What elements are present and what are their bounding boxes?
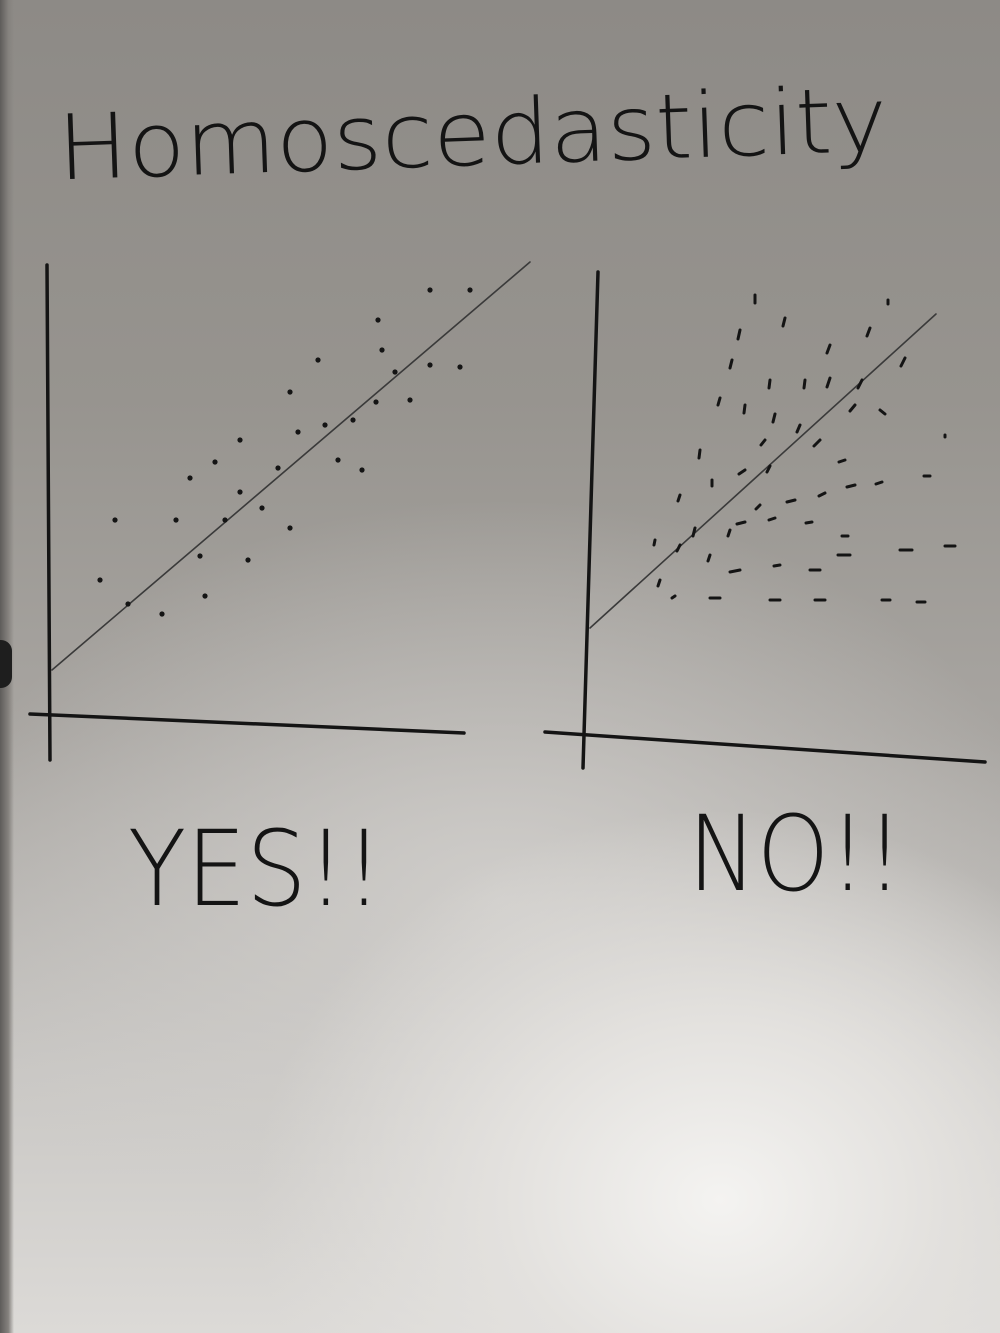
- scatter-dash: [728, 358, 734, 370]
- scatter-dash: [691, 526, 697, 538]
- scatter-dot: [275, 465, 281, 471]
- scatter-dot: [159, 611, 165, 617]
- scatter-dot: [359, 467, 365, 473]
- scatter-dash: [670, 594, 677, 600]
- left-x-axis: [28, 712, 466, 735]
- scatter-dash: [771, 412, 777, 424]
- scatter-dot: [350, 417, 356, 423]
- scatter-dash: [804, 520, 814, 525]
- scatter-dash: [899, 356, 907, 368]
- scatter-dot: [295, 429, 301, 435]
- scatter-dash: [742, 403, 747, 415]
- right-plot: [543, 270, 987, 770]
- left-scatter-points: [97, 287, 473, 617]
- scatter-dot: [373, 399, 379, 405]
- scatter-dash: [848, 403, 857, 413]
- left-caption: YES!!: [128, 808, 383, 930]
- scatter-dash: [767, 516, 777, 522]
- scatter-dot: [379, 347, 385, 353]
- scatter-dot: [407, 397, 413, 403]
- scatter-dash: [767, 378, 772, 390]
- right-scatter-points: [652, 293, 957, 604]
- scatter-dash: [754, 503, 762, 511]
- scatter-dash: [676, 493, 682, 503]
- left-y-axis: [45, 263, 52, 762]
- scatter-dot: [222, 517, 228, 523]
- scatter-dash: [728, 568, 742, 574]
- scatter-dash: [785, 498, 797, 504]
- scatter-dash: [781, 316, 787, 328]
- scatter-dot: [457, 364, 463, 370]
- scatter-dash: [656, 578, 662, 588]
- scatter-dot: [187, 475, 193, 481]
- scatter-dash: [726, 528, 732, 538]
- scatter-dot: [315, 357, 321, 363]
- scatter-dot: [259, 505, 265, 511]
- scatter-dash: [845, 483, 857, 489]
- scatter-dot: [427, 287, 433, 293]
- scatter-dash: [825, 376, 832, 389]
- scatter-dash: [765, 464, 772, 474]
- scatter-dot: [392, 369, 398, 375]
- right-x-axis: [543, 730, 987, 764]
- scatter-dash: [802, 378, 807, 390]
- scatter-dash: [856, 378, 864, 390]
- scatter-dash: [817, 491, 827, 498]
- scatter-dash: [716, 396, 722, 407]
- scatter-dash: [652, 538, 657, 547]
- scatter-dash: [874, 480, 884, 486]
- scatter-dash: [878, 408, 887, 416]
- left-regression-line: [51, 261, 531, 671]
- scatter-dot: [427, 362, 433, 368]
- scatter-dot: [467, 287, 473, 293]
- scatter-dot: [335, 457, 341, 463]
- scatter-dot: [212, 459, 218, 465]
- scatter-dot: [97, 577, 103, 583]
- right-y-axis: [581, 270, 600, 770]
- scatter-dot: [322, 422, 328, 428]
- left-plot: [28, 261, 531, 762]
- right-caption: NO!!: [688, 793, 903, 915]
- scatter-dash: [736, 328, 742, 341]
- scatter-dash: [737, 468, 747, 476]
- right-regression-line: [589, 313, 937, 629]
- scatter-dot: [375, 317, 381, 323]
- scatter-dash: [706, 553, 712, 563]
- scatter-dot: [197, 553, 203, 559]
- scatter-dash: [837, 458, 847, 464]
- scatter-dash: [825, 343, 832, 355]
- scatter-dash: [812, 438, 822, 448]
- scatter-dash: [759, 438, 767, 447]
- board-title: Homoscedasticity: [56, 67, 889, 201]
- scatter-dash: [675, 543, 682, 553]
- scatter-dot: [237, 437, 243, 443]
- scatter-dash: [795, 423, 802, 434]
- scatter-dash: [735, 520, 747, 526]
- scatter-dot: [245, 557, 251, 563]
- scatter-dot: [112, 517, 118, 523]
- scatter-dot: [237, 489, 243, 495]
- scatter-dash: [865, 326, 872, 338]
- scatter-dot: [202, 593, 208, 599]
- scatter-dot: [287, 389, 293, 395]
- scatter-dot: [173, 517, 179, 523]
- scatter-dot: [125, 601, 131, 607]
- board-magnet: [0, 640, 12, 688]
- scatter-dash: [697, 448, 702, 460]
- scatter-dot: [287, 525, 293, 531]
- scatter-dash: [772, 563, 782, 568]
